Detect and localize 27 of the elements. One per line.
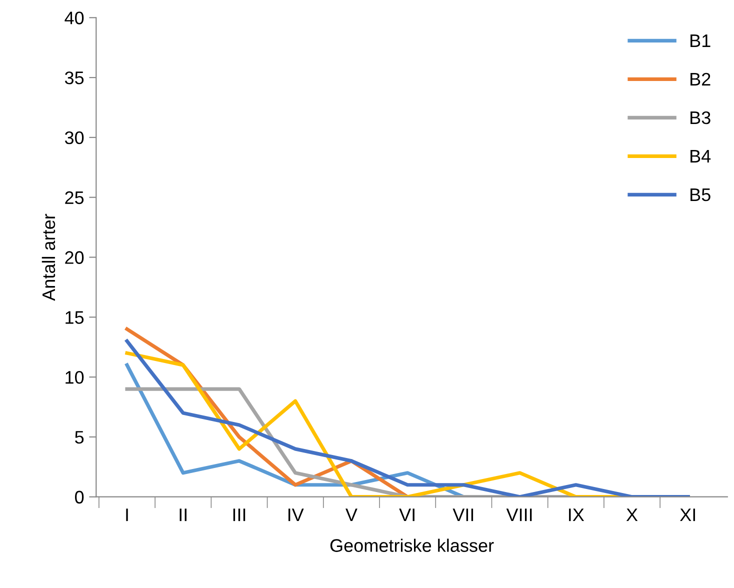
x-axis-title: Geometriske klasser — [330, 538, 494, 552]
y-tick-label: 15 — [66, 311, 84, 324]
x-tick-label: IV — [288, 508, 304, 522]
y-tick-label: 0 — [75, 490, 84, 504]
y-tick-label: 40 — [64, 12, 84, 24]
x-tick-label: XI — [680, 508, 695, 522]
x-tick-label: VIII — [506, 508, 532, 522]
legend-label: B5 — [690, 188, 710, 202]
x-tick-label: V — [346, 508, 358, 522]
x-tick-label: III — [233, 508, 246, 522]
legend-label: B4 — [690, 150, 711, 162]
y-tick-label: 10 — [66, 370, 84, 384]
x-tick-label: II — [180, 508, 186, 522]
legend-label: B3 — [690, 111, 710, 124]
x-tick-label: X — [626, 508, 638, 522]
y-tick-label: 25 — [65, 191, 84, 204]
y-axis-title: Antall arter — [42, 214, 56, 301]
y-tick-label: 5 — [75, 431, 84, 444]
x-tick-label: I — [126, 508, 128, 522]
y-tick-label: 20 — [65, 251, 84, 264]
x-tick-label: VI — [399, 508, 414, 522]
x-tick-label: VII — [452, 508, 474, 522]
legend-label: B1 — [690, 34, 710, 47]
x-tick-label: IX — [569, 508, 584, 522]
legend-label: B2 — [690, 72, 710, 86]
y-tick-label: 30 — [64, 131, 84, 144]
y-tick-label: 35 — [64, 71, 84, 84]
